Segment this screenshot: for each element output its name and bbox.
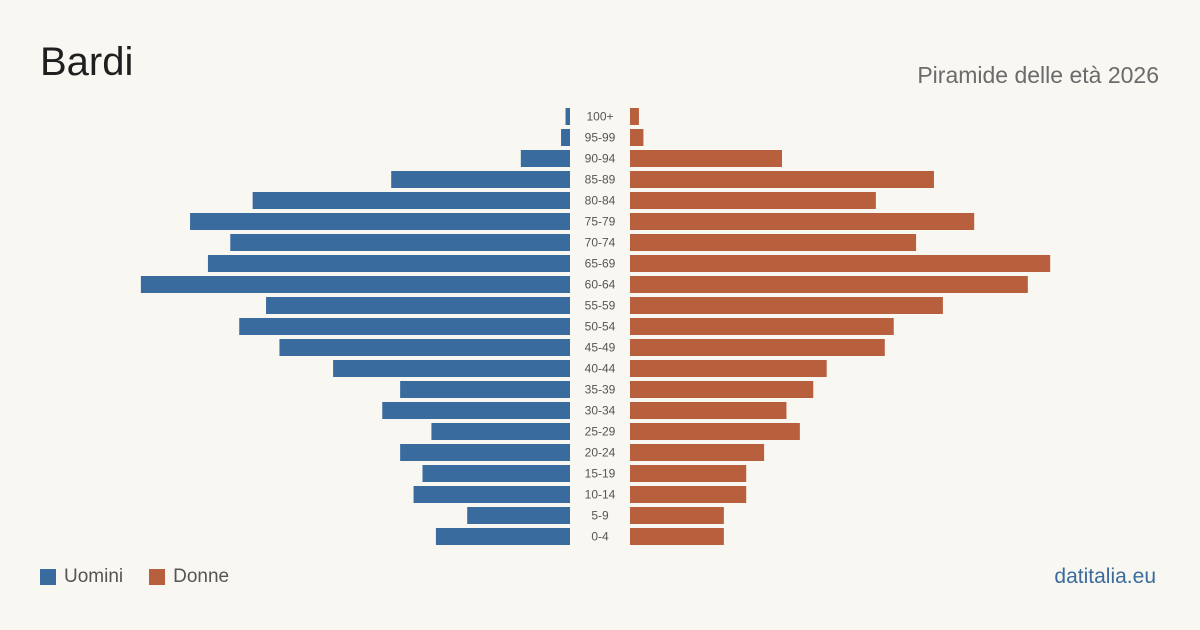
age-label-75-79: 75-79 — [585, 215, 616, 229]
bar-women-10-14 — [630, 486, 747, 503]
bar-men-0-4 — [435, 528, 570, 545]
age-label-50-54: 50-54 — [585, 320, 616, 334]
bar-men-15-19 — [422, 465, 570, 482]
bar-women-60-64 — [630, 276, 1028, 293]
bar-women-70-74 — [630, 234, 917, 251]
age-label-100+: 100+ — [586, 110, 613, 124]
legend: Uomini Donne — [40, 566, 255, 588]
bar-women-30-34 — [630, 402, 787, 419]
bar-men-5-9 — [467, 507, 570, 524]
age-label-70-74: 70-74 — [585, 236, 616, 250]
age-label-15-19: 15-19 — [585, 467, 616, 481]
age-label-0-4: 0-4 — [591, 530, 609, 544]
brand-link[interactable]: datitalia.eu — [1054, 565, 1156, 588]
age-label-95-99: 95-99 — [585, 131, 616, 145]
bar-men-75-79 — [190, 213, 571, 230]
bar-men-55-59 — [266, 297, 570, 314]
bar-women-5-9 — [630, 507, 724, 524]
age-label-35-39: 35-39 — [585, 383, 616, 397]
chart-title: Bardi — [40, 40, 134, 84]
bar-men-60-64 — [140, 276, 570, 293]
bar-women-50-54 — [630, 318, 894, 335]
bar-men-100+ — [565, 108, 570, 125]
legend-label-men: Uomini — [64, 566, 124, 587]
age-label-30-34: 30-34 — [585, 404, 616, 418]
bar-women-45-49 — [630, 339, 885, 356]
age-label-60-64: 60-64 — [585, 278, 616, 292]
legend-swatch-women — [149, 569, 166, 585]
bar-men-10-14 — [413, 486, 570, 503]
bar-men-35-39 — [400, 381, 570, 398]
bar-women-65-69 — [630, 255, 1051, 272]
bar-men-70-74 — [230, 234, 570, 251]
bar-men-25-29 — [431, 423, 570, 440]
bar-women-80-84 — [630, 192, 876, 209]
bar-women-100+ — [630, 108, 639, 125]
bar-men-90-94 — [520, 150, 570, 167]
age-label-20-24: 20-24 — [585, 446, 616, 460]
age-label-25-29: 25-29 — [585, 425, 616, 439]
bar-women-90-94 — [630, 150, 782, 167]
bar-women-75-79 — [630, 213, 975, 230]
bar-men-40-44 — [333, 360, 570, 377]
bar-men-95-99 — [561, 129, 570, 146]
bar-men-45-49 — [279, 339, 570, 356]
bar-women-15-19 — [630, 465, 747, 482]
legend-label-women: Donne — [173, 566, 230, 587]
bar-women-35-39 — [630, 381, 814, 398]
bar-women-20-24 — [630, 444, 765, 461]
age-label-85-89: 85-89 — [585, 173, 616, 187]
bar-women-40-44 — [630, 360, 827, 377]
chart-subtitle: Piramide delle età 2026 — [917, 62, 1159, 88]
bar-men-30-34 — [382, 402, 570, 419]
age-label-45-49: 45-49 — [585, 341, 616, 355]
legend-item-men: Uomini — [40, 566, 123, 588]
bar-women-85-89 — [630, 171, 934, 188]
bar-men-85-89 — [391, 171, 570, 188]
age-label-10-14: 10-14 — [585, 488, 616, 502]
bar-women-95-99 — [630, 129, 644, 146]
bar-women-25-29 — [630, 423, 800, 440]
bar-men-65-69 — [207, 255, 570, 272]
age-label-90-94: 90-94 — [585, 152, 616, 166]
age-label-65-69: 65-69 — [585, 257, 616, 271]
age-label-80-84: 80-84 — [585, 194, 616, 208]
legend-swatch-men — [40, 569, 56, 585]
bar-women-0-4 — [630, 528, 724, 545]
bar-women-55-59 — [630, 297, 943, 314]
age-label-55-59: 55-59 — [585, 299, 616, 313]
bar-men-50-54 — [239, 318, 570, 335]
bar-men-80-84 — [252, 192, 570, 209]
legend-item-women: Donne — [149, 566, 229, 588]
bar-men-20-24 — [400, 444, 570, 461]
age-label-40-44: 40-44 — [585, 362, 616, 376]
age-label-5-9: 5-9 — [591, 509, 609, 523]
